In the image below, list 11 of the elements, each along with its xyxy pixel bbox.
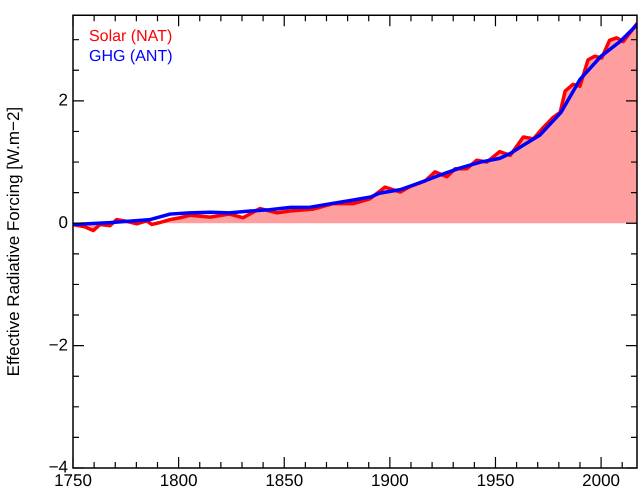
x-tick-label: 1950 <box>476 470 514 490</box>
y-tick-label: 2 <box>58 90 68 110</box>
x-tick-label: 1800 <box>160 470 198 490</box>
y-tick-label: 0 <box>58 212 68 232</box>
y-tick-label: −2 <box>48 335 68 354</box>
x-tick-label: 1850 <box>265 470 304 490</box>
text: GHG (ANT) <box>89 47 173 68</box>
x-tick-label: 1900 <box>370 470 409 490</box>
y-axis-title: Effective Radiative Forcing [W.m−2] <box>4 106 23 376</box>
text: Solar (NAT) <box>89 27 173 48</box>
x-tick-label: 2000 <box>582 470 620 490</box>
